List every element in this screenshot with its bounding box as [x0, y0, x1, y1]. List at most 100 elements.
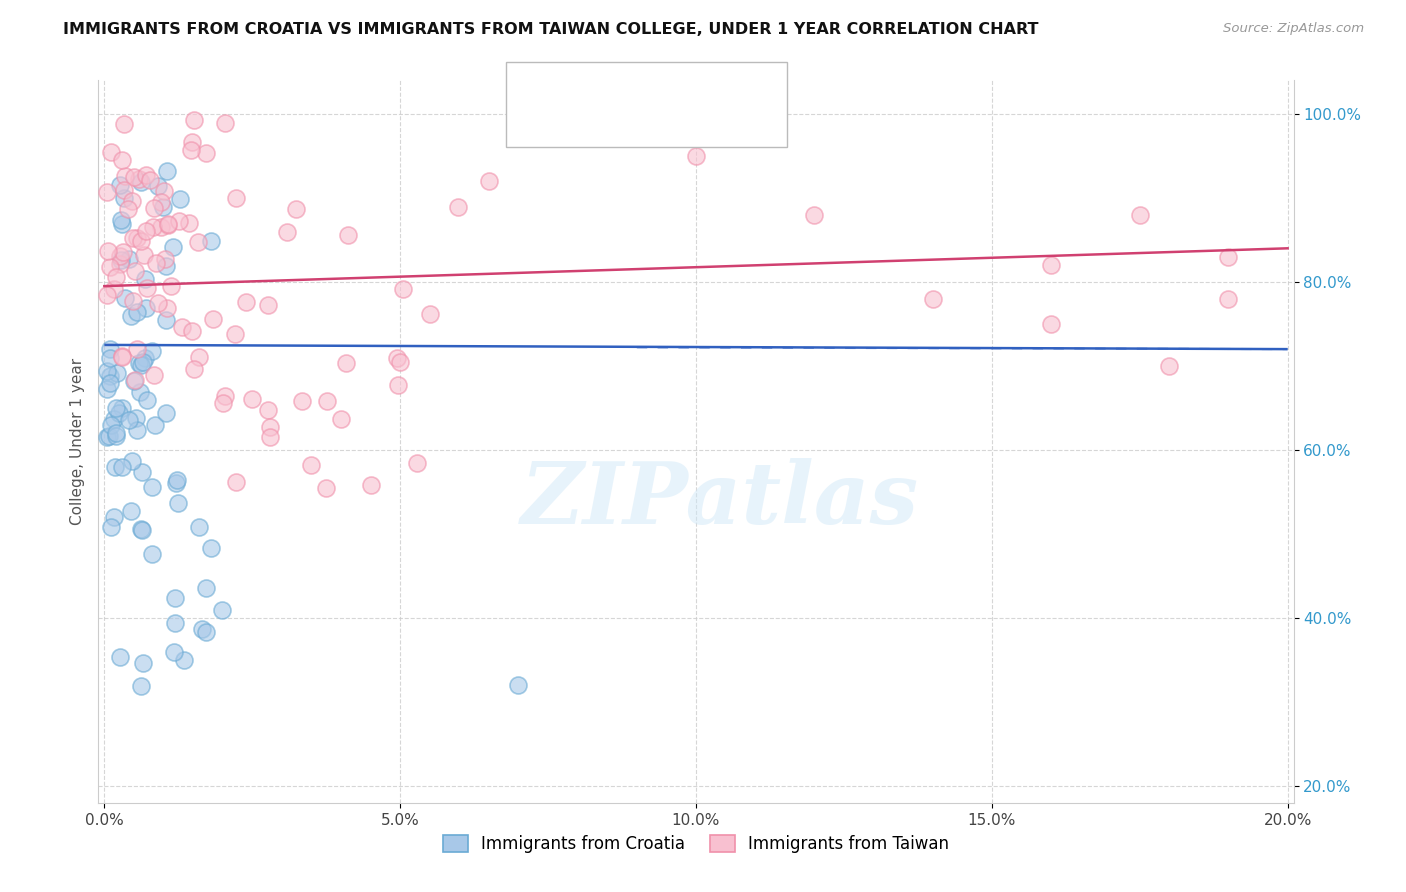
Point — [131, 524, 153, 538]
Point — [1218, 250, 1240, 264]
Point — [166, 496, 188, 510]
Point — [256, 298, 278, 312]
Point — [111, 401, 134, 415]
Point — [155, 259, 177, 273]
Point — [96, 382, 118, 396]
Point — [166, 473, 188, 487]
Point — [177, 216, 200, 230]
Point — [135, 281, 157, 295]
Point — [385, 351, 408, 365]
Point — [183, 362, 205, 376]
Point — [110, 252, 132, 267]
Point — [124, 264, 146, 278]
Legend: Immigrants from Croatia, Immigrants from Taiwan: Immigrants from Croatia, Immigrants from… — [436, 828, 956, 860]
Point — [110, 650, 132, 665]
Point — [150, 195, 173, 210]
Point — [128, 356, 150, 370]
Point — [122, 374, 145, 388]
Point — [211, 395, 233, 409]
Point — [165, 476, 187, 491]
Point — [685, 149, 707, 163]
Point — [181, 324, 204, 338]
Point — [96, 364, 118, 378]
Point — [1039, 258, 1062, 272]
Point — [98, 376, 121, 390]
Point — [153, 252, 176, 266]
Point — [360, 478, 382, 492]
Point — [135, 301, 157, 316]
Point — [169, 192, 191, 206]
Point — [128, 171, 150, 186]
FancyBboxPatch shape — [506, 62, 787, 147]
Text: R = 0.002  N = 77: R = 0.002 N = 77 — [574, 76, 752, 94]
Point — [96, 430, 118, 444]
Point — [131, 235, 153, 249]
Point — [162, 240, 184, 254]
Point — [155, 406, 177, 420]
Text: IMMIGRANTS FROM CROATIA VS IMMIGRANTS FROM TAIWAN COLLEGE, UNDER 1 YEAR CORRELAT: IMMIGRANTS FROM CROATIA VS IMMIGRANTS FR… — [63, 22, 1039, 37]
Point — [163, 591, 186, 606]
Point — [150, 220, 173, 235]
Point — [125, 343, 148, 357]
Point — [143, 417, 166, 432]
Point — [98, 368, 121, 383]
Point — [108, 249, 131, 263]
Point — [921, 292, 943, 306]
Point — [105, 429, 128, 443]
Point — [315, 481, 337, 495]
Point — [155, 313, 177, 327]
Point — [1039, 317, 1062, 331]
Point — [194, 581, 217, 595]
Point — [96, 288, 118, 302]
Point — [225, 192, 247, 206]
Point — [200, 234, 222, 248]
Point — [159, 279, 181, 293]
Point — [202, 311, 225, 326]
Point — [125, 305, 148, 319]
Point — [194, 624, 217, 639]
Point — [214, 389, 236, 403]
Point — [225, 475, 247, 489]
Point — [105, 426, 128, 441]
Point — [1129, 208, 1152, 222]
Point — [259, 430, 281, 444]
Point — [299, 458, 322, 472]
Point — [131, 679, 153, 693]
Point — [508, 678, 530, 692]
Point — [152, 200, 174, 214]
Point — [156, 217, 179, 231]
Point — [108, 257, 131, 271]
Point — [131, 656, 153, 670]
Point — [183, 113, 205, 128]
Point — [291, 393, 314, 408]
Point — [387, 378, 409, 392]
Point — [1159, 359, 1181, 373]
Point — [117, 202, 139, 216]
Point — [188, 520, 211, 534]
Point — [235, 295, 257, 310]
Point — [389, 355, 412, 369]
Point — [121, 293, 143, 308]
Point — [191, 622, 214, 636]
Point — [118, 412, 141, 426]
Point — [405, 456, 427, 470]
Point — [200, 541, 222, 555]
Point — [214, 116, 236, 130]
Point — [156, 163, 179, 178]
Point — [129, 385, 152, 400]
Point — [111, 349, 134, 363]
Point — [110, 178, 132, 193]
Point — [187, 235, 209, 249]
Point — [135, 168, 157, 182]
Point — [163, 645, 186, 659]
Point — [131, 465, 153, 479]
Point — [134, 351, 156, 365]
Point — [111, 245, 134, 260]
Point — [419, 307, 441, 321]
Point — [134, 247, 156, 261]
Point — [103, 510, 125, 524]
Point — [180, 143, 202, 157]
Point — [114, 291, 136, 305]
Point — [111, 153, 134, 167]
Bar — [523, 71, 560, 98]
